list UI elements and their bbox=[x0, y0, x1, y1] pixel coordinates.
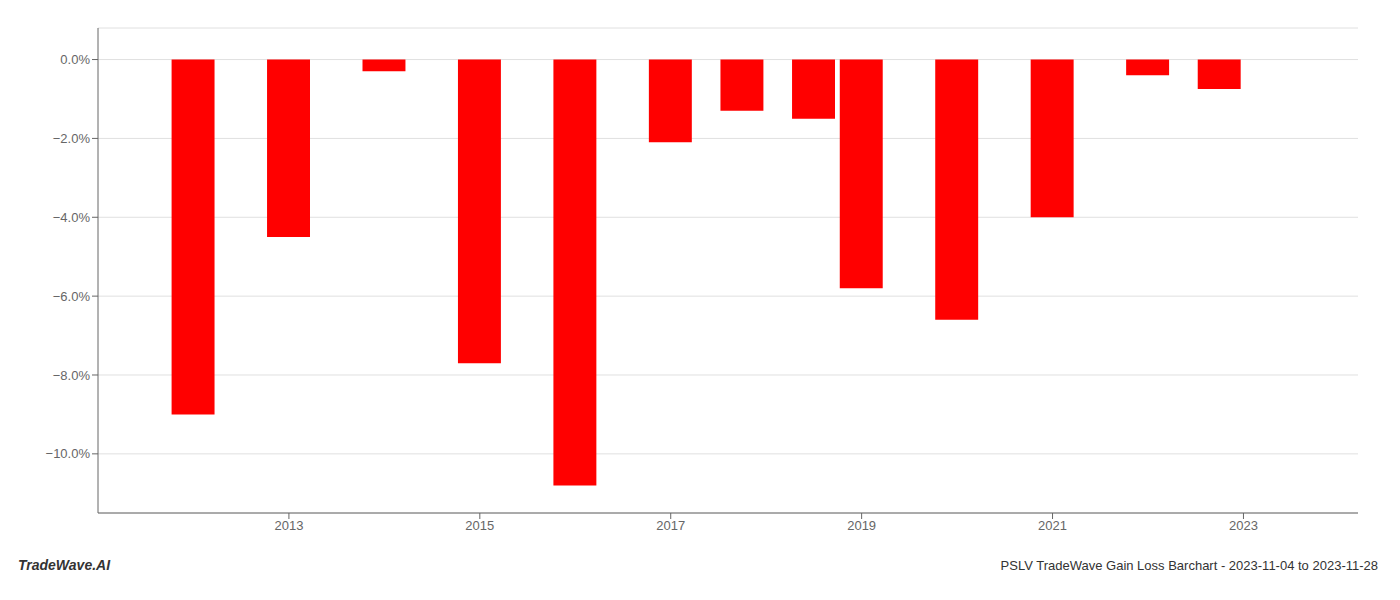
svg-text:−4.0%: −4.0% bbox=[53, 210, 91, 225]
svg-text:−8.0%: −8.0% bbox=[53, 368, 91, 383]
svg-text:2021: 2021 bbox=[1038, 518, 1067, 533]
html-text:PSLV TradeWave Gain Loss Barch: PSLV TradeWave Gain Loss Barchart - 2023… bbox=[1000, 558, 1378, 573]
svg-text:2019: 2019 bbox=[847, 518, 876, 533]
svg-text:−2.0%: −2.0% bbox=[53, 131, 91, 146]
svg-text:2013: 2013 bbox=[274, 518, 303, 533]
svg-text:2023: 2023 bbox=[1229, 518, 1258, 533]
svg-text:−10.0%: −10.0% bbox=[46, 446, 91, 461]
svg-text:0.0%: 0.0% bbox=[60, 52, 90, 67]
html-text:TradeWave.AI: TradeWave.AI bbox=[18, 557, 111, 573]
svg-text:2017: 2017 bbox=[656, 518, 685, 533]
svg-text:2015: 2015 bbox=[465, 518, 494, 533]
svg-text:−6.0%: −6.0% bbox=[53, 289, 91, 304]
